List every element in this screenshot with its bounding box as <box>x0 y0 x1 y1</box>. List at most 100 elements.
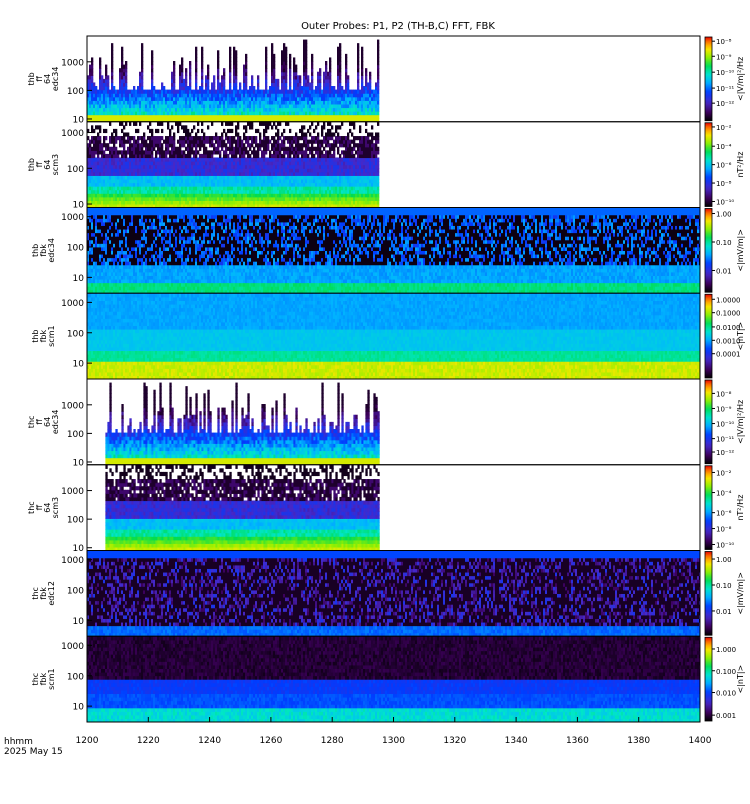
spectrum-bin <box>355 97 357 101</box>
spectrum-bin <box>219 172 221 176</box>
spectrum-bin <box>331 154 333 158</box>
spectrum-bin <box>221 79 223 83</box>
spectrum-bin <box>193 154 195 158</box>
spectrum-bin <box>131 97 133 101</box>
spectrum-bin <box>355 150 357 154</box>
spectrum-bin <box>245 136 247 140</box>
spectrum-bin <box>93 200 95 204</box>
spectrum-bin <box>341 193 343 197</box>
spectrum-bin <box>191 197 193 201</box>
spectrum-bin <box>295 143 297 147</box>
spectrum-bin <box>253 140 255 144</box>
spectrum-bin <box>199 193 201 197</box>
spectrum-bin <box>359 161 361 165</box>
spectrum-bin <box>293 97 295 101</box>
spectrum-bin <box>175 157 177 161</box>
spectrum-bin <box>181 107 183 111</box>
spectrum-column <box>171 72 173 123</box>
spectrum-bin <box>275 172 277 176</box>
spectrum-bin <box>105 197 107 201</box>
spectrum-bin <box>233 111 235 115</box>
spectrum-bin <box>231 122 233 126</box>
spectrum-bin <box>197 100 199 104</box>
spectrum-bin <box>223 182 225 186</box>
spectrum-bin <box>325 136 327 140</box>
spectrum-bin <box>103 115 105 119</box>
spectrum-bin <box>189 61 191 65</box>
spectrum-bin <box>101 175 103 179</box>
spectrum-bin <box>331 200 333 204</box>
spectrum-column <box>113 129 115 208</box>
spectrum-bin <box>155 150 157 154</box>
spectrum-bin <box>371 115 373 119</box>
spectrum-bin <box>261 122 263 126</box>
spectrum-bin <box>225 190 227 194</box>
spectrum-bin <box>239 154 241 158</box>
spectrum-bin <box>251 197 253 201</box>
spectrum-bin <box>265 140 267 144</box>
spectrum-bin <box>321 132 323 136</box>
spectrum-bin <box>165 182 167 186</box>
spectrum-bin <box>257 193 259 197</box>
spectrum-bin <box>201 175 203 179</box>
spectrum-bin <box>111 136 113 140</box>
spectrum-bin <box>103 111 105 115</box>
spectrum-bin <box>141 157 143 161</box>
spectrum-bin <box>345 136 347 140</box>
spectrum-bin <box>361 54 363 58</box>
spectrum-bin <box>119 72 121 76</box>
spectrum-bin <box>183 172 185 176</box>
spectrum-bin <box>93 147 95 151</box>
spectrum-bin <box>257 97 259 101</box>
spectrum-bin <box>171 97 173 101</box>
spectrum-bin <box>159 136 161 140</box>
spectrum-bin <box>95 104 97 108</box>
spectrum-bin <box>133 154 135 158</box>
spectrum-bin <box>185 72 187 76</box>
spectrum-bin <box>89 104 91 108</box>
spectrum-bin <box>171 193 173 197</box>
spectrum-bin <box>99 147 101 151</box>
spectrum-bin <box>343 179 345 183</box>
spectrum-bin <box>303 200 305 204</box>
spectrum-bin <box>121 168 123 172</box>
spectrum-column <box>287 90 289 123</box>
spectrum-column <box>225 90 227 123</box>
spectrum-bin <box>125 68 127 72</box>
spectrum-bin <box>189 107 191 111</box>
spectrum-bin <box>255 154 257 158</box>
spectrum-bin <box>93 90 95 94</box>
spectrum-bin <box>181 186 183 190</box>
spectrum-bin <box>121 140 123 144</box>
spectrum-bin <box>209 111 211 115</box>
spectrum-bin <box>327 129 329 133</box>
spectrum-bin <box>293 179 295 183</box>
spectrum-bin <box>241 197 243 201</box>
spectrum-bin <box>201 161 203 165</box>
spectrum-bin <box>263 93 265 97</box>
spectrum-bin <box>169 107 171 111</box>
spectrum-bin <box>329 107 331 111</box>
spectrum-bin <box>359 157 361 161</box>
spectrum-bin <box>133 161 135 165</box>
spectrum-column <box>183 125 185 208</box>
spectrum-bin <box>347 75 349 79</box>
spectrum-bin <box>225 147 227 151</box>
spectrum-bin <box>173 200 175 204</box>
spectrum-bin <box>179 190 181 194</box>
spectrum-bin <box>121 161 123 165</box>
spectrum-bin <box>277 186 279 190</box>
spectrum-bin <box>117 190 119 194</box>
spectrum-bin <box>125 161 127 165</box>
spectrum-bin <box>89 154 91 158</box>
spectrum-bin <box>205 182 207 186</box>
spectrum-bin <box>303 161 305 165</box>
spectrum-bin <box>311 186 313 190</box>
spectrum-bin <box>305 68 307 72</box>
spectrum-bin <box>209 154 211 158</box>
spectrum-bin <box>221 197 223 201</box>
spectrum-bin <box>309 90 311 94</box>
spectrum-bin <box>249 143 251 147</box>
spectrum-bin <box>315 182 317 186</box>
spectrum-bin <box>255 200 257 204</box>
